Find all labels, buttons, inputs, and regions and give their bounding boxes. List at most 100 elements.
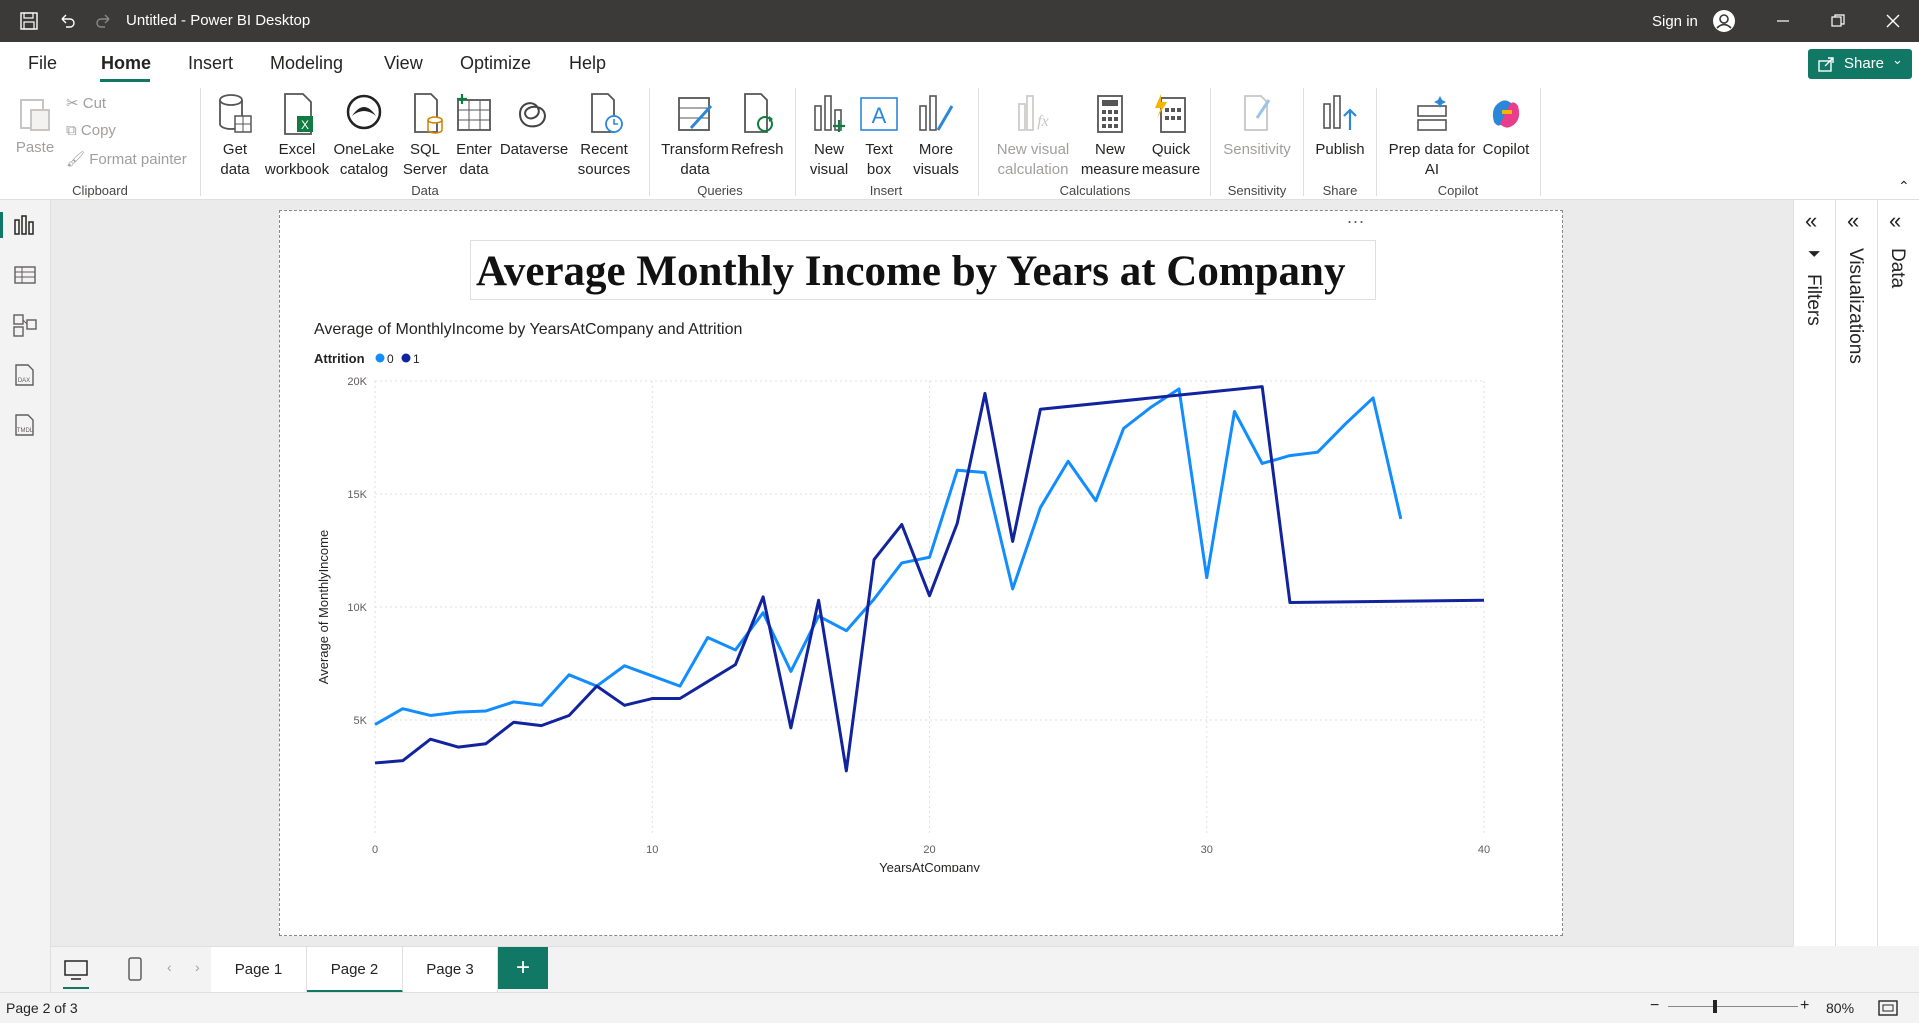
recent-sources-button[interactable]: Recent sources (570, 92, 638, 180)
more-visuals-icon (919, 95, 954, 131)
quick-measure-label: Quick measure (1141, 141, 1201, 178)
page-tab-3[interactable]: Page 3 (403, 947, 498, 993)
group-label-share: Share (1322, 183, 1358, 198)
model-view-icon[interactable] (12, 312, 38, 338)
y-tick-label: 10K (347, 602, 367, 614)
paste-icon (20, 99, 50, 131)
text-box-button[interactable]: A Text box (856, 92, 902, 180)
menu-optimize[interactable]: Optimize (460, 53, 532, 73)
group-label-insert: Insert (869, 183, 903, 198)
close-icon[interactable] (1886, 14, 1900, 28)
cut-button[interactable]: ✂ Cut (66, 94, 106, 112)
window-title: Untitled - Power BI Desktop (126, 12, 311, 29)
legend-label-1: 1 (413, 352, 420, 366)
zoom-in-icon[interactable]: + (1800, 997, 1810, 1014)
share-button[interactable]: Share ⌄ (1808, 49, 1912, 79)
copy-button[interactable]: ⧉ Copy (66, 122, 116, 139)
copilot-button[interactable]: Copilot (1478, 92, 1534, 160)
paste-label: Paste (15, 139, 55, 156)
menu-home[interactable]: Home (101, 53, 152, 73)
new-visual-button[interactable]: New visual (806, 92, 852, 180)
redo-icon[interactable] (95, 12, 113, 30)
prep-data-for-ai-button[interactable]: Prep data for AI (1384, 92, 1480, 180)
get-data-button[interactable]: Get data (208, 92, 262, 180)
brush-icon: 🖌 (66, 151, 90, 168)
excel-workbook-button[interactable]: X Excel workbook (262, 92, 332, 180)
page-navigator: ‹ › Page 1 Page 2 Page 3 + (51, 946, 1793, 993)
paste-button[interactable]: Paste (12, 94, 58, 158)
menu-view[interactable]: View (384, 53, 423, 73)
desktop-layout-icon[interactable] (63, 959, 89, 981)
group-label-sensitivity: Sensitivity (1227, 183, 1287, 198)
dataverse-icon (519, 102, 546, 128)
svg-text:X: X (301, 118, 309, 132)
dax-query-view-icon[interactable]: DAX (12, 362, 38, 388)
page-tab-2[interactable]: Page 2 (307, 947, 403, 993)
menu-modeling[interactable]: Modeling (270, 53, 344, 73)
mobile-layout-icon[interactable] (127, 957, 143, 981)
active-view-indicator (0, 212, 3, 238)
refresh-icon (744, 93, 773, 133)
more-visuals-button[interactable]: More visuals (906, 92, 966, 180)
account-icon[interactable] (1712, 9, 1736, 33)
copilot-label: Copilot (1482, 141, 1530, 158)
restore-icon[interactable] (1831, 14, 1845, 28)
zoom-out-icon[interactable]: − (1650, 997, 1660, 1014)
share-label: Share (1844, 55, 1885, 72)
title-text-box[interactable]: Average Monthly Income by Years at Compa… (470, 240, 1376, 300)
menu-help[interactable]: Help (569, 53, 607, 73)
onelake-catalog-button[interactable]: OneLake catalog (332, 92, 396, 180)
undo-icon[interactable] (58, 12, 76, 30)
more-options-icon[interactable]: ... (1347, 207, 1366, 227)
line-chart: Average of MonthlyIncome by YearsAtCompa… (314, 321, 1490, 872)
fit-to-page-icon[interactable] (1877, 999, 1899, 1017)
x-tick-label: 10 (646, 844, 658, 856)
zoom-slider[interactable] (1668, 1006, 1798, 1007)
fx-icon: fx (1018, 95, 1049, 131)
prev-page-icon[interactable]: ‹ (167, 959, 172, 975)
expand-visualizations-icon[interactable]: « (1847, 208, 1860, 233)
transform-data-button[interactable]: Transform data (659, 92, 731, 180)
save-icon[interactable] (20, 12, 38, 30)
legend-marker-1 (401, 353, 411, 363)
add-page-button[interactable]: + (498, 947, 548, 989)
table-view-icon[interactable] (12, 262, 38, 288)
data-label: Data (1887, 248, 1908, 289)
expand-data-icon[interactable]: « (1889, 208, 1902, 233)
sql-server-button[interactable]: SQL Server (398, 92, 452, 180)
minimize-icon[interactable] (1776, 14, 1790, 28)
tmdl-view-icon[interactable]: TMDL (12, 412, 38, 438)
database-icon (219, 94, 252, 133)
onelake-label: OneLake catalog (333, 141, 395, 178)
zoom-slider-thumb[interactable] (1713, 1000, 1717, 1013)
data-pane-collapsed[interactable]: « Data (1877, 200, 1919, 946)
dataverse-button[interactable]: Dataverse (498, 92, 570, 160)
collapse-ribbon-icon[interactable]: ⌃ (1898, 178, 1910, 194)
filters-pane-collapsed[interactable]: « ⏷ Filters (1793, 200, 1835, 946)
new-measure-button[interactable]: New measure (1080, 92, 1140, 180)
format-painter-button[interactable]: 🖌 Format painter (66, 150, 187, 168)
new-visual-label: New visual (809, 141, 849, 178)
x-tick-label: 0 (372, 844, 378, 856)
report-view-icon[interactable] (12, 212, 38, 238)
separator (200, 88, 201, 196)
expand-filters-icon[interactable]: « (1805, 208, 1818, 233)
sensitivity-icon (1244, 95, 1271, 131)
menu-insert[interactable]: Insert (188, 53, 234, 73)
page-tab-1[interactable]: Page 1 (211, 947, 307, 993)
get-data-label: Get data (220, 141, 250, 178)
menu-file[interactable]: File (28, 53, 58, 73)
quick-measure-button[interactable]: Quick measure (1140, 92, 1202, 180)
publish-icon (1323, 95, 1357, 130)
y-tick-label: 20K (347, 376, 367, 388)
series-line-0 (374, 387, 1403, 726)
publish-button[interactable]: Publish (1312, 92, 1368, 160)
x-axis-title: YearsAtCompany (879, 860, 980, 872)
refresh-button[interactable]: Refresh (731, 92, 784, 160)
sign-in-link[interactable]: Sign in (1652, 13, 1698, 30)
visualizations-pane-collapsed[interactable]: « Visualizations (1835, 200, 1877, 946)
next-page-icon[interactable]: › (195, 959, 200, 975)
publish-label: Publish (1315, 141, 1365, 158)
enter-data-button[interactable]: Enter data (452, 92, 496, 180)
recent-sources-icon (591, 93, 623, 133)
